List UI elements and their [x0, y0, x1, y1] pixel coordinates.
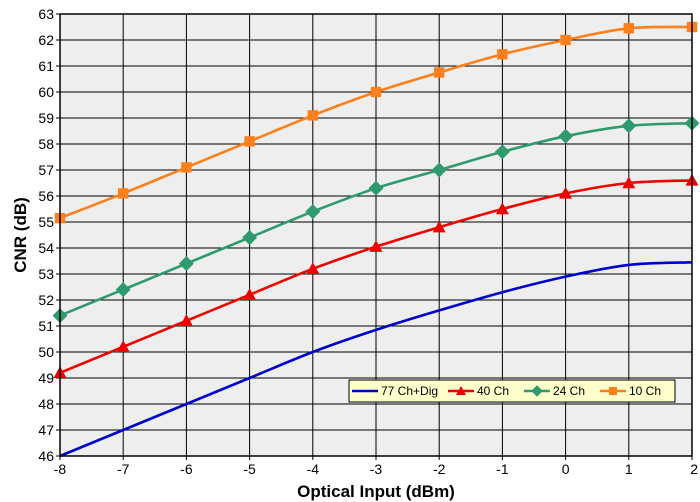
- data-point-24-ch: [558, 128, 574, 144]
- legend-label: 10 Ch: [629, 384, 661, 398]
- y-tick-label: 60: [38, 84, 54, 100]
- x-tick-label: 0: [562, 461, 570, 477]
- data-point-40-ch: [179, 314, 193, 326]
- legend-swatch-marker: [609, 387, 617, 395]
- x-tick-label: -4: [307, 461, 320, 477]
- y-tick-label: 57: [38, 162, 54, 178]
- y-tick-label: 59: [38, 110, 54, 126]
- legend-item-77-ch-dig: 77 Ch+Dig: [352, 384, 438, 398]
- series-40-ch: [53, 173, 699, 378]
- data-point-10-ch: [623, 23, 634, 34]
- data-point-24-ch: [305, 204, 321, 220]
- x-tick-label: 1: [625, 461, 633, 477]
- data-point-40-ch: [495, 202, 509, 215]
- data-point-40-ch: [243, 288, 257, 300]
- legend-swatch-marker: [531, 385, 543, 397]
- data-point-10-ch: [307, 110, 318, 121]
- data-point-40-ch: [306, 262, 320, 274]
- data-point-10-ch: [370, 86, 382, 98]
- data-point-40-ch: [432, 220, 446, 233]
- x-tick-label: -8: [54, 461, 67, 477]
- data-point-10-ch: [244, 136, 255, 147]
- data-point-10-ch: [497, 49, 508, 60]
- y-axis-title: CNR (dB): [11, 197, 30, 273]
- y-tick-label: 47: [38, 422, 54, 438]
- x-tick-label: -1: [496, 461, 509, 477]
- data-point-24-ch: [494, 144, 510, 160]
- y-tick-label: 63: [38, 6, 54, 22]
- legend-label: 40 Ch: [477, 384, 509, 398]
- data-point-40-ch: [622, 176, 636, 189]
- x-axis-title: Optical Input (dBm): [297, 482, 455, 501]
- legend-item-24-ch: 24 Ch: [524, 384, 585, 398]
- data-point-40-ch: [369, 240, 383, 252]
- x-tick-label: -5: [243, 461, 256, 477]
- data-point-24-ch: [431, 162, 447, 178]
- data-point-24-ch: [115, 282, 131, 298]
- legend: 77 Ch+Dig 40 Ch 24 Ch 10 Ch: [348, 379, 676, 403]
- data-point-24-ch: [621, 118, 637, 134]
- y-tick-label: 53: [38, 266, 54, 282]
- y-tick-label: 46: [38, 448, 54, 464]
- legend-item-40-ch: 40 Ch: [448, 384, 509, 398]
- y-tick-label: 52: [38, 292, 54, 308]
- legend-box: [348, 379, 676, 403]
- data-point-40-ch: [559, 186, 573, 199]
- data-point-10-ch: [434, 67, 445, 78]
- y-tick-label: 51: [38, 318, 54, 334]
- y-tick-label: 54: [38, 240, 54, 256]
- y-tick-label: 49: [38, 370, 54, 386]
- y-tick-label: 50: [38, 344, 54, 360]
- x-tick-label: -2: [433, 461, 446, 477]
- legend-label: 24 Ch: [553, 384, 585, 398]
- legend-swatch-marker: [456, 386, 466, 395]
- series-line-77-ch-dig: [59, 261, 693, 458]
- legend-label: 77 Ch+Dig: [381, 384, 438, 398]
- data-point-40-ch: [116, 340, 130, 352]
- series-77-ch-dig: [59, 261, 693, 458]
- data-point-24-ch: [368, 180, 384, 196]
- y-tick-label: 61: [38, 58, 54, 74]
- y-tick-label: 48: [38, 396, 54, 412]
- data-point-24-ch: [242, 230, 258, 246]
- x-tick-label: -7: [117, 461, 130, 477]
- data-point-10-ch: [181, 162, 192, 173]
- x-tick-label: 2: [690, 461, 698, 477]
- y-tick-label: 55: [38, 214, 54, 230]
- series-group: [52, 21, 700, 458]
- x-tick-label: -3: [370, 461, 383, 477]
- y-tick-label: 62: [38, 32, 54, 48]
- x-tick-label: -6: [180, 461, 193, 477]
- y-tick-label: 56: [38, 188, 54, 204]
- y-tick-label: 58: [38, 136, 54, 152]
- data-point-10-ch: [560, 34, 571, 46]
- x-tick-labels: -8 -7 -6 -5 -4 -3 -2 -1 0 1 2: [54, 461, 698, 477]
- data-point-24-ch: [178, 256, 194, 272]
- data-point-10-ch: [118, 188, 129, 199]
- legend-item-10-ch: 10 Ch: [600, 384, 661, 398]
- plot-frame: [59, 13, 693, 457]
- y-tick-labels: 46 47 48 49 50 51 52 53 54 55 56 57 58 59 60 61 62 63: [38, 6, 54, 464]
